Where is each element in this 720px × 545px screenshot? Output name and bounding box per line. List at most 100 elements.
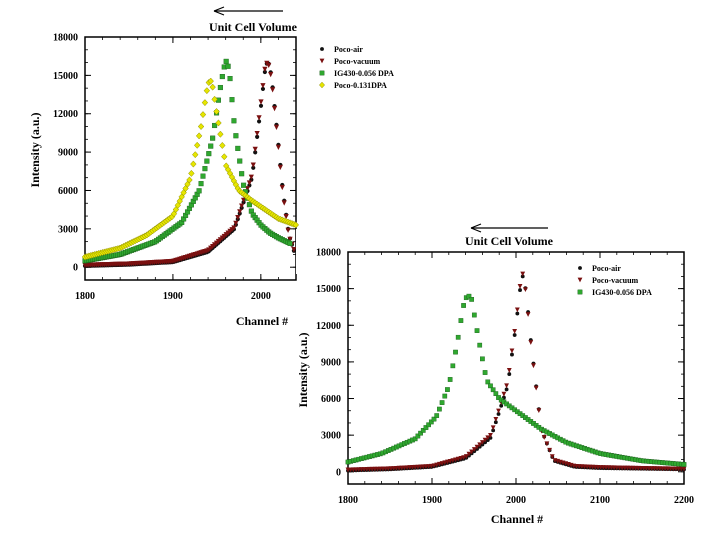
legend-marker — [578, 266, 582, 270]
x-tick-label: 1800 — [75, 291, 95, 302]
data-point — [434, 413, 440, 418]
unit-cell-arrowhead — [213, 6, 225, 16]
data-point — [496, 395, 501, 400]
unit-cell-annotation: Unit Cell Volume — [465, 223, 554, 248]
data-point — [461, 455, 466, 461]
data-point — [480, 356, 485, 362]
figure-mask-edge — [296, 229, 300, 274]
data-point — [531, 363, 536, 369]
data-point — [275, 144, 282, 150]
y-tick-label: 18000 — [53, 33, 78, 44]
y-axis-title: Intensity (a.u.) — [28, 112, 42, 187]
data-point — [235, 215, 241, 221]
data-point — [450, 363, 456, 369]
legend-label: IG430-0.056 DPA — [334, 69, 394, 78]
legend-marker — [577, 277, 583, 283]
data-point — [207, 77, 214, 85]
data-point — [431, 416, 437, 422]
data-point — [525, 312, 531, 317]
data-point — [423, 425, 429, 430]
data-point — [202, 166, 208, 172]
data-point — [493, 417, 499, 422]
legend-label: Poco-vacuum — [592, 276, 639, 285]
data-point — [510, 352, 514, 357]
legend-marker — [320, 47, 324, 51]
x-tick-label: 2100 — [590, 495, 610, 506]
data-point — [203, 87, 211, 95]
legend-label: Poco-0.131DPA — [334, 81, 387, 90]
data-point — [188, 169, 195, 177]
legend-label: Poco-air — [592, 264, 621, 273]
data-point — [426, 422, 432, 428]
data-point — [418, 430, 423, 436]
data-point — [237, 209, 243, 215]
data-point — [283, 214, 289, 220]
data-point — [474, 328, 480, 333]
y-tick-label: 9000 — [321, 357, 341, 368]
data-point — [223, 58, 229, 64]
x-axis-title: Channel # — [236, 314, 288, 328]
y-tick-label: 0 — [336, 467, 341, 478]
data-point — [469, 449, 475, 455]
data-point — [461, 303, 466, 308]
data-point — [229, 97, 235, 103]
data-point — [279, 184, 285, 191]
data-point — [256, 115, 262, 121]
data-point — [541, 435, 547, 440]
y-tick-label: 3000 — [58, 224, 78, 235]
data-point — [262, 69, 267, 75]
data-point — [436, 461, 442, 467]
data-point — [192, 151, 199, 159]
data-point — [271, 106, 278, 112]
data-point — [219, 74, 225, 80]
data-point — [453, 457, 458, 463]
x-tick-label: 1800 — [338, 495, 358, 506]
y-tick-label: 15000 — [53, 71, 78, 82]
data-point — [210, 135, 216, 141]
data-point — [442, 460, 448, 466]
data-point — [445, 459, 450, 465]
data-point — [215, 119, 222, 127]
data-point — [547, 447, 552, 453]
data-point — [491, 428, 496, 433]
data-point — [471, 447, 477, 452]
data-point — [233, 220, 239, 226]
data-point — [485, 435, 491, 441]
data-point — [439, 400, 445, 405]
series-poco-vacuum — [82, 60, 297, 268]
data-point — [482, 437, 488, 443]
y-tick-label: 3000 — [321, 431, 341, 442]
legend-label: Poco-air — [334, 45, 363, 54]
data-point — [227, 76, 233, 82]
unit-cell-label: Unit Cell Volume — [465, 234, 554, 248]
y-tick-label: 15000 — [316, 284, 341, 295]
data-point — [415, 433, 421, 439]
y-tick-label: 0 — [73, 263, 78, 274]
data-point — [291, 247, 297, 253]
data-point — [528, 340, 534, 345]
data-point — [292, 221, 300, 229]
data-point — [235, 145, 241, 151]
x-tick-label: 2000 — [251, 291, 271, 302]
data-point — [233, 133, 239, 139]
data-point — [480, 440, 485, 445]
data-point — [231, 118, 237, 124]
data-point — [281, 200, 287, 206]
data-point — [221, 153, 228, 161]
data-point — [493, 391, 499, 397]
data-point — [512, 328, 518, 334]
x-tick-label: 2000 — [506, 495, 526, 506]
data-point — [458, 456, 464, 461]
legend: Poco-air Poco-vacuum IG430-0.056 DPA Poco-0… — [319, 45, 394, 90]
data-point — [428, 419, 434, 425]
data-point — [517, 284, 523, 289]
data-point — [268, 72, 274, 78]
y-tick-label: 9000 — [58, 148, 78, 159]
data-point — [493, 420, 498, 425]
legend-label: Poco-vacuum — [334, 57, 381, 66]
data-point — [681, 466, 687, 472]
x-tick-label: 2200 — [674, 495, 694, 506]
x-axis-title: Channel # — [491, 512, 543, 526]
data-point — [469, 297, 475, 302]
